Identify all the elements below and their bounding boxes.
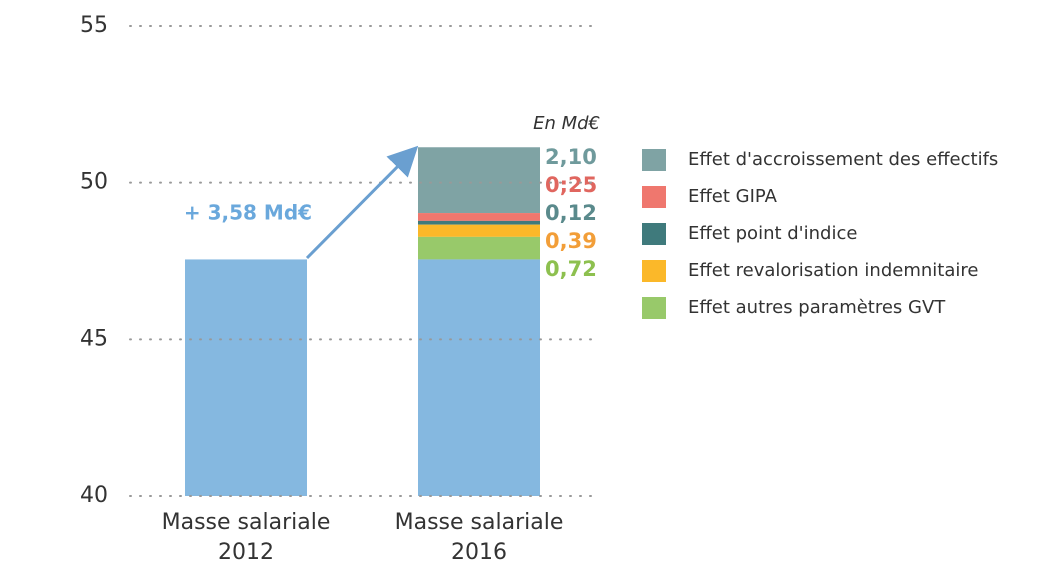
growth-annotation: + 3,58 Md€ <box>184 201 312 225</box>
legend-label: Effet point d'indice <box>688 223 857 244</box>
value-label: 2,10 <box>545 145 597 169</box>
legend-swatch <box>642 260 666 282</box>
legend-swatch <box>642 186 666 208</box>
bar-segment <box>418 213 540 221</box>
unit-note: En Md€ <box>533 113 600 134</box>
x-tick-label: Masse salariale <box>162 510 331 535</box>
x-tick-label: 2016 <box>451 540 507 565</box>
legend-label: Effet GIPA <box>688 186 778 207</box>
value-label: 0,72 <box>545 257 597 281</box>
legend-label: Effet autres paramètres GVT <box>688 297 946 318</box>
bar-segment <box>418 224 540 237</box>
bar-segment <box>418 236 540 260</box>
legend-label: Effet revalorisation indemnitaire <box>688 260 978 281</box>
x-tick-label: 2012 <box>218 540 274 565</box>
legend-swatch <box>642 297 666 319</box>
growth-arrow <box>305 145 419 260</box>
bar-segment <box>418 259 540 496</box>
bar-segment <box>185 259 307 496</box>
y-tick-label: 50 <box>80 170 108 195</box>
bar-segment <box>418 220 540 225</box>
legend-label: Effet d'accroissement des effectifs <box>688 149 998 170</box>
value-label: 0;25 <box>545 173 597 197</box>
value-label: 0,39 <box>545 229 597 253</box>
y-tick-label: 40 <box>80 483 108 508</box>
y-tick-label: 45 <box>80 326 108 351</box>
legend-swatch <box>642 223 666 245</box>
legend-swatch <box>642 149 666 171</box>
value-label: 0,12 <box>545 201 597 225</box>
y-tick-label: 55 <box>80 13 108 38</box>
bar-segment <box>418 147 540 214</box>
x-tick-label: Masse salariale <box>395 510 564 535</box>
